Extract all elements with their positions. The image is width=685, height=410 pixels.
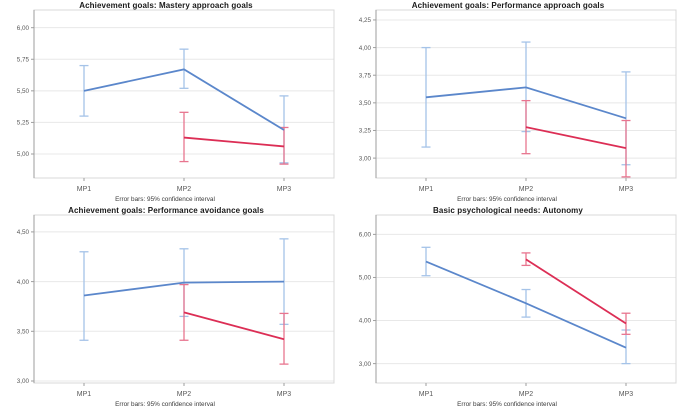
x-tick-label: MP1 (77, 186, 92, 193)
y-tick-label: 4,00 (359, 318, 372, 325)
series-blue-line (425, 86, 627, 120)
x-axis: MP1 MP2 MP3 (77, 383, 292, 398)
y-tick-label: 3,25 (359, 128, 372, 135)
chart-autonomy: 6,00 5,00 4,00 3,00 MP1 MP2 MP3 Basic psycholo… (342, 205, 685, 410)
error-bars-caption: Error bars: 95% confidence interval (457, 196, 557, 203)
y-tick-label: 3,75 (359, 72, 372, 79)
y-axis: 4,25 4,00 3,75 3,50 3,25 3,00 (359, 10, 377, 178)
y-tick-label: 3,00 (17, 378, 30, 385)
x-tick-label: MP1 (419, 186, 434, 193)
series-red-line (183, 136, 285, 148)
series-red-line (183, 311, 285, 341)
series-red-error-bars (521, 252, 631, 335)
x-tick-label: MP2 (177, 391, 192, 398)
y-tick-label: 4,00 (17, 279, 30, 286)
y-tick-label: 4,50 (17, 229, 30, 236)
y-tick-label: 4,25 (359, 17, 372, 24)
chart-title: Achievement goals: Performance avoidance… (68, 206, 264, 215)
chart-performance-avoidance-goals: 4,50 4,00 3,50 3,00 MP1 MP2 MP3 Achievement go… (0, 205, 342, 410)
x-tick-label: MP1 (419, 391, 434, 398)
chart-performance-approach-goals: 4,25 4,00 3,75 3,50 3,25 3,00 MP1 MP2 MP3 Achiev… (342, 0, 685, 205)
autonomy-plot: 6,00 5,00 4,00 3,00 MP1 MP2 MP3 (359, 214, 677, 398)
y-tick-label: 3,00 (359, 361, 372, 368)
y-tick-label: 5,00 (359, 275, 372, 282)
error-bars-caption: Error bars: 95% confidence interval (457, 401, 557, 408)
series-blue-line (83, 68, 285, 131)
mastery-approach-plot: 6,00 5,75 5,50 5,25 5,00 MP1 MP2 MP3 (17, 9, 335, 193)
x-tick-label: MP3 (619, 391, 634, 398)
series-red-line (525, 126, 627, 150)
x-tick-label: MP2 (177, 186, 192, 193)
y-tick-label: 5,00 (17, 151, 30, 158)
y-tick-label: 3,00 (359, 155, 372, 162)
chart-title: Achievement goals: Performance approach … (411, 1, 605, 10)
y-tick-label: 3,50 (17, 329, 30, 336)
y-tick-label: 4,00 (359, 45, 372, 52)
chart-title: Achievement goals: Mastery approach goal… (79, 1, 253, 10)
x-tick-label: MP2 (519, 186, 534, 193)
series-red-error-bars (179, 283, 289, 365)
error-bars-caption: Error bars: 95% confidence interval (115, 196, 215, 203)
performance-avoidance-plot: 4,50 4,00 3,50 3,00 MP1 MP2 MP3 (17, 214, 335, 398)
y-tick-label: 5,50 (17, 88, 30, 95)
x-tick-label: MP3 (277, 391, 292, 398)
chart-mastery-approach-goals: 6,00 5,75 5,50 5,25 5,00 MP1 MP2 MP3 Achievemen… (0, 0, 342, 205)
y-tick-label: 3,50 (359, 100, 372, 107)
series-blue-line (425, 260, 627, 349)
y-axis: 4,50 4,00 3,50 3,00 (17, 215, 35, 385)
x-tick-label: MP1 (77, 391, 92, 398)
y-axis: 6,00 5,75 5,50 5,25 5,00 (17, 10, 35, 178)
y-tick-label: 5,75 (17, 56, 30, 63)
x-tick-label: MP2 (519, 391, 534, 398)
series-red-error-bars (179, 111, 289, 165)
x-tick-label: MP3 (277, 186, 292, 193)
chart-title: Basic psychological needs: Autonomy (433, 206, 583, 215)
y-tick-label: 6,00 (17, 25, 30, 32)
performance-approach-plot: 4,25 4,00 3,75 3,50 3,25 3,00 MP1 MP2 MP3 (359, 9, 677, 193)
error-bars-caption: Error bars: 95% confidence interval (115, 401, 215, 408)
series-blue-line (83, 280, 285, 297)
series-red-line (525, 258, 627, 325)
x-tick-label: MP3 (619, 186, 634, 193)
y-tick-label: 6,00 (359, 232, 372, 239)
x-axis: MP1 MP2 MP3 (419, 383, 634, 398)
y-tick-label: 5,25 (17, 120, 30, 127)
series-red-error-bars (521, 99, 631, 178)
x-axis: MP1 MP2 MP3 (77, 178, 292, 193)
x-axis: MP1 MP2 MP3 (419, 178, 634, 193)
y-axis: 6,00 5,00 4,00 3,00 (359, 215, 377, 383)
